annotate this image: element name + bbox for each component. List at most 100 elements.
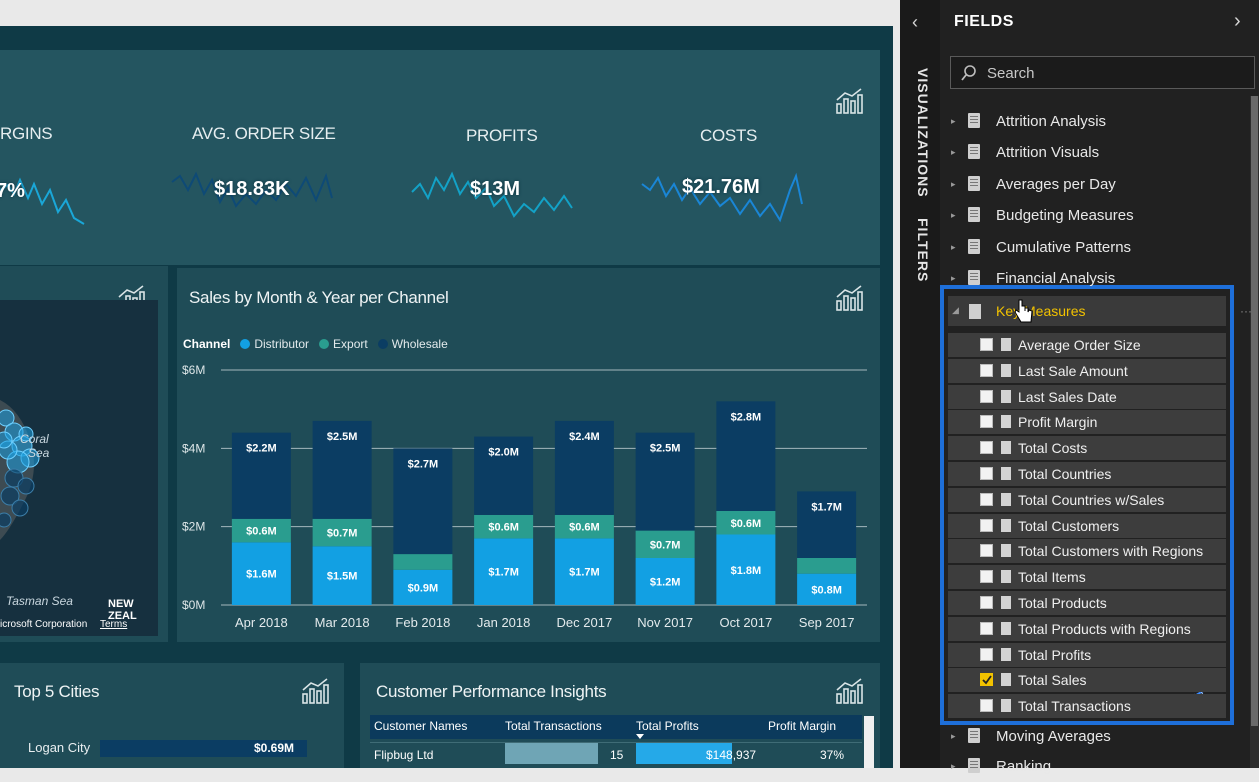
measure-label: Total Products: [1018, 595, 1107, 611]
map-visual[interactable]: Coral Sea Tasman Sea NEW ZEAL icrosoft C…: [0, 300, 158, 636]
table-scrollbar[interactable]: [864, 716, 874, 768]
field-table[interactable]: ▸ Attrition Analysis: [948, 107, 1254, 137]
col-total-transactions[interactable]: Total Transactions: [505, 719, 602, 733]
sort-arrow-icon[interactable]: [636, 734, 644, 739]
col-customer-names[interactable]: Customer Names: [374, 719, 468, 733]
measure-item[interactable]: Last Sale Amount: [948, 358, 1226, 383]
measure-item[interactable]: Average Order Size: [948, 333, 1226, 357]
bar-wholesale[interactable]: [393, 448, 453, 555]
measure-item[interactable]: Total Products with Regions: [948, 616, 1226, 641]
measure-checkbox[interactable]: [980, 415, 993, 429]
measure-item[interactable]: Total Transactions: [948, 694, 1226, 719]
bar-wholesale[interactable]: [797, 491, 857, 558]
fields-scroll-thumb[interactable]: [1251, 96, 1258, 726]
measure-checkbox[interactable]: [980, 338, 993, 351]
key-measures-table[interactable]: ◢ Key Measures: [948, 296, 1226, 326]
city-bar[interactable]: [100, 740, 307, 757]
visual-chart-icon[interactable]: [300, 676, 330, 706]
bar-wholesale[interactable]: [554, 420, 614, 515]
legend-distributor[interactable]: Distributor: [254, 337, 310, 351]
measure-item[interactable]: Total Items: [948, 565, 1226, 590]
more-options-icon[interactable]: ···: [1240, 304, 1252, 318]
bar-distributor[interactable]: [393, 569, 453, 605]
legend-export[interactable]: Export: [333, 337, 368, 351]
map-terms-link[interactable]: Terms: [100, 619, 128, 630]
measure-item[interactable]: Total Countries: [948, 462, 1226, 486]
field-table[interactable]: ▸ Financial Analysis: [948, 264, 1254, 294]
visual-chart-icon[interactable]: [834, 86, 864, 116]
visualizations-tab[interactable]: VISUALIZATIONS: [915, 68, 931, 198]
sales-chart-plot[interactable]: $0M $2M $4M $6M $1.6M $0.6M $2.2M Apr 2018 $1.5M…: [177, 360, 880, 642]
collapsed-caret-icon[interactable]: ▸: [951, 147, 956, 157]
field-table[interactable]: ▸ Attrition Visuals: [948, 138, 1254, 168]
collapsed-caret-icon[interactable]: ▸: [951, 273, 956, 283]
collapsed-caret-icon[interactable]: ▸: [951, 761, 956, 771]
bar-distributor[interactable]: [554, 538, 614, 605]
bar-distributor[interactable]: [312, 546, 372, 605]
bar-export[interactable]: [716, 511, 776, 535]
collapsed-caret-icon[interactable]: ▸: [951, 242, 956, 252]
measure-checkbox[interactable]: [980, 699, 993, 713]
measure-checkbox[interactable]: [980, 673, 993, 687]
measure-checkbox[interactable]: [980, 363, 993, 377]
measure-item[interactable]: Total Sales: [948, 668, 1226, 693]
collapsed-caret-icon[interactable]: ▸: [951, 210, 956, 220]
measure-checkbox[interactable]: [980, 389, 993, 403]
collapsed-caret-icon[interactable]: ▸: [951, 731, 956, 741]
visual-chart-icon[interactable]: [834, 676, 864, 706]
legend-wholesale[interactable]: Wholesale: [391, 337, 448, 351]
kpi-strip[interactable]: [0, 50, 880, 265]
measure-item[interactable]: Profit Margin: [948, 410, 1226, 435]
visual-chart-icon[interactable]: [834, 283, 864, 313]
measure-checkbox[interactable]: [980, 441, 993, 455]
measure-checkbox[interactable]: [980, 492, 993, 506]
collapse-right-icon[interactable]: ›: [1234, 10, 1241, 32]
bar-wholesale[interactable]: [635, 432, 695, 531]
bar-export[interactable]: [797, 558, 857, 574]
bar-wholesale[interactable]: [312, 420, 372, 519]
field-table[interactable]: ▸ Moving Averages: [948, 722, 1254, 752]
field-table[interactable]: ▸ Budgeting Measures: [948, 201, 1254, 231]
collapse-left-icon[interactable]: ‹: [912, 12, 918, 32]
fields-search-input[interactable]: Search: [950, 56, 1255, 89]
table-row[interactable]: Flipbug Ltd 15 $148,937 37%: [370, 742, 862, 764]
bar-wholesale[interactable]: [716, 401, 776, 511]
collapsed-caret-icon[interactable]: ▸: [951, 179, 956, 189]
measure-item[interactable]: Total Customers with Regions: [948, 539, 1226, 564]
bar-distributor[interactable]: [716, 534, 776, 606]
measure-item[interactable]: Total Customers: [948, 513, 1226, 538]
col-profit-margin[interactable]: Profit Margin: [768, 719, 837, 733]
measure-checkbox[interactable]: [980, 518, 993, 532]
bar-distributor[interactable]: [635, 558, 695, 605]
collapsed-caret-icon[interactable]: ▸: [951, 116, 956, 126]
filters-tab[interactable]: FILTERS: [915, 218, 931, 283]
measure-checkbox[interactable]: [980, 467, 993, 480]
bar-wholesale[interactable]: [231, 432, 291, 519]
measure-item[interactable]: Total Countries w/Sales: [948, 487, 1226, 512]
measure-item[interactable]: Last Sales Date: [948, 384, 1226, 409]
field-table-label: Budgeting Measures: [996, 207, 1134, 224]
bar-export[interactable]: [312, 518, 372, 547]
measure-checkbox[interactable]: [980, 596, 993, 609]
measure-checkbox[interactable]: [980, 647, 993, 661]
bar-export[interactable]: [231, 518, 291, 543]
bar-distributor[interactable]: [474, 538, 534, 605]
field-table[interactable]: ▸ Averages per Day: [948, 170, 1254, 200]
bar-export[interactable]: [554, 514, 614, 539]
measure-checkbox[interactable]: [980, 570, 993, 584]
measure-item[interactable]: Total Costs: [948, 436, 1226, 461]
expanded-caret-icon[interactable]: ◢: [952, 305, 959, 315]
measure-checkbox[interactable]: [980, 544, 993, 558]
bar-export[interactable]: [635, 530, 695, 558]
col-total-profits[interactable]: Total Profits: [636, 719, 699, 733]
measure-checkbox[interactable]: [980, 621, 993, 635]
bar-export[interactable]: [474, 514, 534, 539]
bar-distributor[interactable]: [231, 542, 291, 605]
field-table[interactable]: ▸ Cumulative Patterns: [948, 233, 1254, 263]
field-table[interactable]: ▸ Ranking: [948, 752, 1254, 782]
bar-wholesale[interactable]: [474, 436, 534, 515]
bar-distributor[interactable]: [797, 573, 857, 605]
measure-item[interactable]: Total Profits: [948, 642, 1226, 667]
bar-export[interactable]: [393, 554, 453, 570]
measure-item[interactable]: Total Products: [948, 591, 1226, 615]
